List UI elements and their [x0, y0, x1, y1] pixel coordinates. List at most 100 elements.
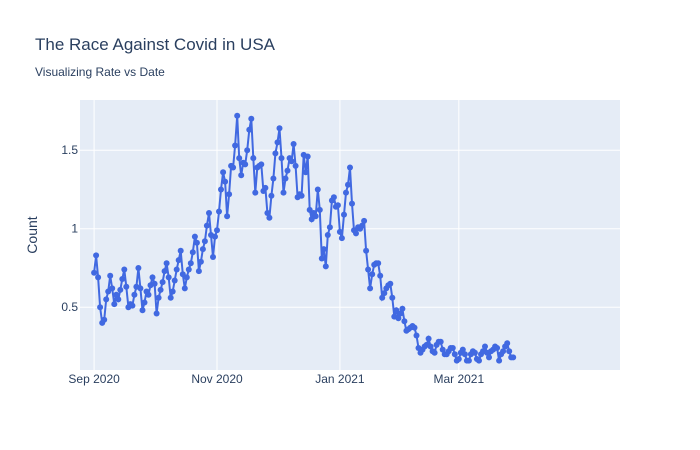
data-point: [320, 246, 327, 253]
data-point: [201, 238, 208, 245]
data-point: [270, 175, 277, 182]
data-point: [284, 167, 291, 174]
data-point: [199, 246, 206, 253]
data-point: [216, 208, 222, 215]
data-point: [252, 189, 259, 196]
data-point: [353, 230, 359, 237]
data-point: [341, 211, 347, 218]
data-point: [459, 346, 466, 353]
data-point: [336, 228, 343, 235]
data-point: [123, 283, 130, 290]
data-point: [183, 274, 190, 281]
data-point: [365, 266, 372, 273]
data-point: [137, 285, 144, 292]
data-point: [179, 271, 186, 278]
data-point: [101, 316, 108, 323]
data-point: [109, 285, 116, 292]
data-point: [203, 222, 210, 229]
data-point: [266, 214, 273, 221]
x-tick-label: Mar 2021: [433, 372, 484, 386]
data-point: [349, 200, 355, 207]
data-point: [95, 274, 102, 281]
data-point: [268, 192, 275, 199]
data-point: [326, 224, 333, 231]
data-point: [226, 191, 233, 198]
data-point: [171, 277, 178, 284]
data-point: [153, 310, 160, 317]
data-point: [119, 276, 126, 282]
data-point: [111, 301, 118, 308]
data-point: [191, 233, 198, 240]
data-point: [218, 186, 224, 193]
y-tick-label: 1.5: [61, 143, 78, 157]
data-point: [115, 296, 122, 303]
data-point: [220, 169, 227, 176]
data-point: [159, 279, 166, 286]
data-point: [465, 357, 472, 364]
data-point: [157, 286, 164, 293]
data-point: [292, 162, 299, 169]
data-point: [316, 206, 323, 213]
data-point: [173, 266, 180, 273]
data-point: [161, 268, 168, 275]
data-point: [189, 249, 196, 256]
data-point: [359, 222, 366, 229]
data-point: [282, 175, 289, 182]
data-point: [107, 272, 114, 279]
data-point: [185, 266, 192, 273]
data-point: [314, 186, 321, 193]
data-point: [195, 268, 202, 275]
chart-title: The Race Against Covid in USA: [35, 35, 276, 54]
data-point: [248, 115, 255, 122]
data-point: [288, 158, 295, 165]
data-point: [149, 274, 156, 281]
data-point: [113, 291, 120, 298]
data-point: [381, 290, 388, 297]
data-point: [449, 345, 456, 351]
x-tick-label: Jan 2021: [315, 372, 365, 386]
data-point: [461, 351, 468, 358]
data-point: [258, 161, 265, 168]
data-point: [338, 235, 345, 242]
data-point: [97, 304, 104, 311]
data-point: [324, 232, 331, 238]
data-point: [103, 296, 110, 303]
data-point: [224, 213, 231, 220]
data-point: [175, 257, 182, 264]
data-point: [169, 288, 176, 295]
data-point: [506, 348, 513, 355]
plot-area: [80, 100, 620, 370]
data-point: [91, 269, 98, 276]
data-point: [181, 285, 188, 292]
data-point: [197, 258, 204, 265]
data-point: [236, 155, 243, 162]
data-point: [387, 280, 394, 287]
data-point: [504, 340, 511, 347]
data-point: [413, 332, 420, 339]
chart-subtitle: Visualizing Rate vs Date: [35, 65, 165, 79]
data-point: [206, 210, 212, 216]
y-axis-label: Count: [24, 216, 40, 253]
data-point: [399, 305, 406, 312]
data-point: [401, 318, 408, 325]
data-point: [482, 343, 488, 350]
data-point: [304, 153, 311, 160]
data-point: [322, 263, 329, 270]
y-tick-label: 0.5: [61, 300, 78, 314]
data-point: [343, 189, 349, 196]
data-point: [437, 338, 444, 345]
data-point: [187, 260, 194, 267]
data-point: [262, 184, 269, 191]
data-point: [389, 294, 396, 301]
data-point: [155, 294, 162, 301]
data-point: [232, 142, 239, 149]
data-point: [129, 302, 136, 309]
data-point: [278, 155, 285, 162]
series-layer: [91, 112, 517, 364]
data-point: [93, 252, 100, 259]
data-point: [334, 202, 341, 209]
data-point: [244, 147, 251, 154]
data-point: [425, 335, 432, 342]
